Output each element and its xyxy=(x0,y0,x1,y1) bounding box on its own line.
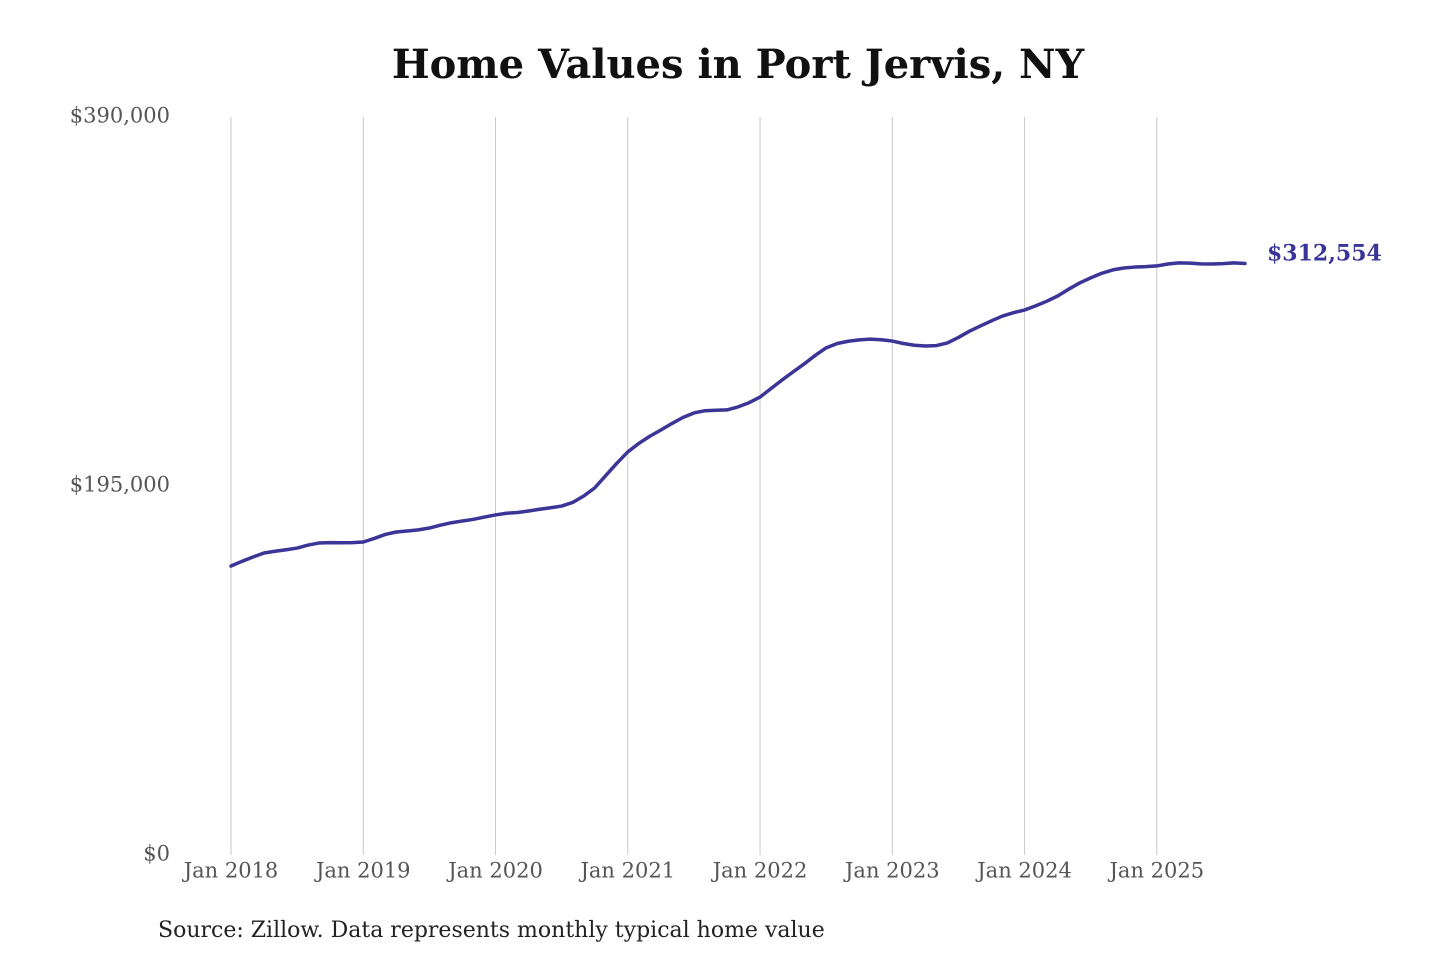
end-value-label: $312,554 xyxy=(1267,241,1382,267)
x-tick-label: Jan 2020 xyxy=(446,859,543,883)
x-tick-label: Jan 2023 xyxy=(843,859,940,883)
x-tick-label: Jan 2019 xyxy=(314,859,411,883)
source-note: Source: Zillow. Data represents monthly … xyxy=(158,918,825,943)
x-tick-label: Jan 2018 xyxy=(182,859,279,883)
x-tick-label: Jan 2022 xyxy=(711,859,808,883)
x-tick-label: Jan 2025 xyxy=(1108,859,1205,883)
y-tick-label: $195,000 xyxy=(70,473,170,497)
x-tick-label: Jan 2024 xyxy=(975,859,1072,883)
x-tick-label: Jan 2021 xyxy=(578,859,675,883)
y-tick-label: $0 xyxy=(143,842,170,866)
y-tick-label: $390,000 xyxy=(70,104,170,128)
chart-title: Home Values in Port Jervis, NY xyxy=(392,41,1085,88)
data-line xyxy=(229,261,1247,568)
